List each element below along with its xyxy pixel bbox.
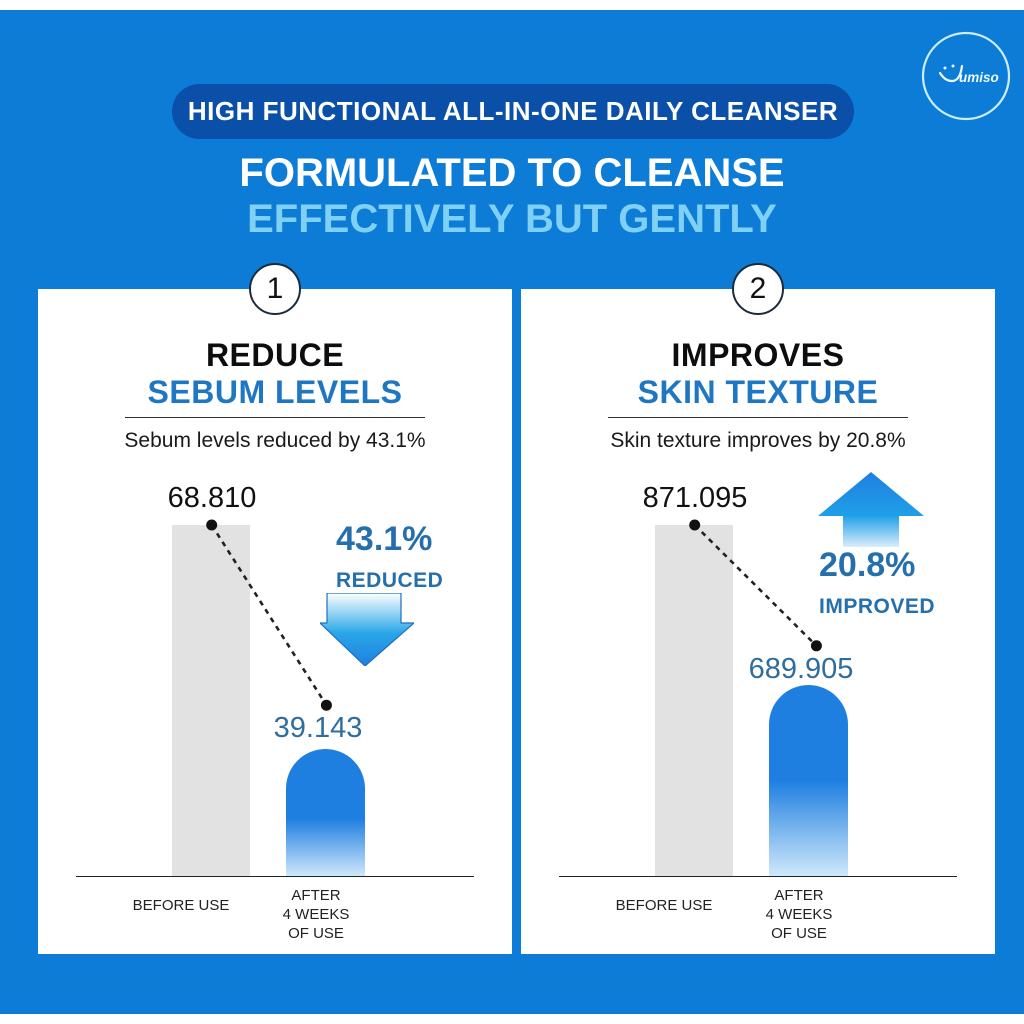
svg-text:umiso: umiso xyxy=(959,70,999,85)
